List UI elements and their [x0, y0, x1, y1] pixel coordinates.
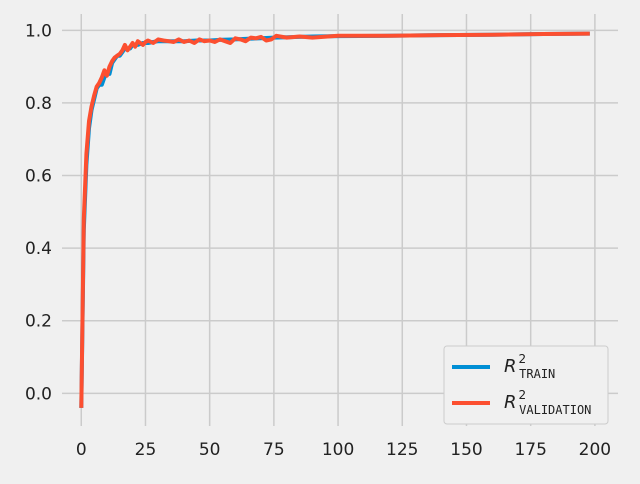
- legend-label-base: R: [504, 392, 517, 413]
- x-tick-label: 25: [135, 440, 157, 460]
- y-tick-label: 0.4: [25, 239, 52, 259]
- x-tick-label: 175: [514, 440, 546, 460]
- axis-tick-labels: 0 25 50 75 100 125 150 175 200 0.0 0.2 0.4 0.6 0.8 1.0: [25, 21, 611, 460]
- series-line-validation: [79, 31, 590, 408]
- legend-label-superscript: 2: [519, 388, 527, 402]
- x-tick-label: 100: [322, 440, 354, 460]
- legend-label-validation: R 2 VALIDATION: [504, 388, 591, 417]
- series-lines: [79, 31, 590, 408]
- x-tick-label: 50: [199, 440, 221, 460]
- y-tick-label: 0.2: [25, 312, 52, 332]
- y-tick-label: 0.0: [25, 384, 52, 404]
- legend-label-subscript: TRAIN: [519, 367, 555, 381]
- x-tick-label: 125: [386, 440, 418, 460]
- legend-label-base: R: [504, 356, 517, 377]
- legend-label-subscript: VALIDATION: [519, 403, 591, 417]
- y-tick-label: 0.8: [25, 94, 52, 114]
- legend-label-superscript: 2: [519, 352, 527, 366]
- y-tick-label: 0.6: [25, 167, 52, 187]
- x-tick-label: 75: [263, 440, 285, 460]
- legend-label-train: R 2 TRAIN: [504, 352, 555, 381]
- x-tick-label: 200: [579, 440, 611, 460]
- x-tick-label: 150: [450, 440, 482, 460]
- y-tick-label: 1.0: [25, 21, 52, 41]
- x-tick-label: 0: [76, 440, 87, 460]
